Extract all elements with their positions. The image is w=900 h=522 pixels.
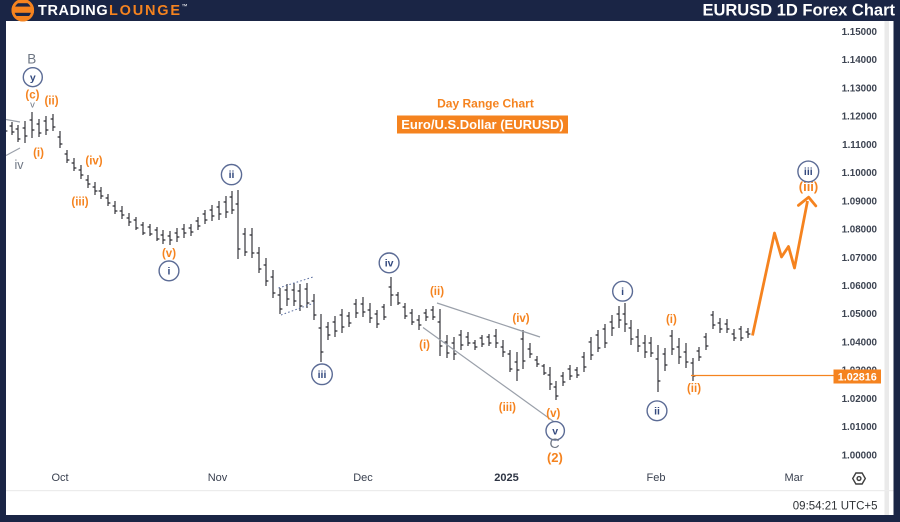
svg-text:1.14000: 1.14000 [842, 55, 878, 66]
svg-text:1.02000: 1.02000 [842, 394, 878, 405]
svg-text:Dec: Dec [353, 472, 373, 484]
svg-text:(2): (2) [547, 450, 563, 465]
svg-text:i: i [168, 266, 171, 278]
svg-text:1.09000: 1.09000 [842, 196, 878, 207]
svg-text:1.04000: 1.04000 [842, 338, 878, 349]
svg-text:(ii): (ii) [44, 95, 58, 107]
svg-text:Euro/U.S.Dollar (EURUSD): Euro/U.S.Dollar (EURUSD) [401, 117, 564, 132]
svg-text:iv: iv [385, 258, 394, 270]
svg-text:(iii): (iii) [71, 196, 88, 208]
svg-text:(iii): (iii) [499, 402, 516, 414]
svg-text:1.01000: 1.01000 [842, 422, 878, 433]
svg-text:1.08000: 1.08000 [842, 225, 878, 236]
svg-text:C: C [550, 435, 560, 451]
svg-text:iii: iii [804, 166, 813, 178]
svg-text:TRADING: TRADING [38, 3, 108, 19]
svg-text:iii: iii [318, 369, 327, 381]
svg-text:1.13000: 1.13000 [842, 83, 878, 94]
svg-text:1.11000: 1.11000 [842, 140, 877, 151]
svg-text:(i): (i) [33, 147, 44, 159]
svg-text:(iv): (iv) [85, 155, 102, 167]
svg-text:(ii): (ii) [430, 286, 444, 298]
svg-text:1.15000: 1.15000 [842, 27, 878, 38]
svg-text:(c): (c) [25, 90, 39, 102]
svg-text:2025: 2025 [494, 472, 518, 484]
svg-text:Nov: Nov [208, 472, 228, 484]
svg-text:1.12000: 1.12000 [842, 112, 878, 123]
svg-text:09:54:21 UTC+5: 09:54:21 UTC+5 [793, 501, 878, 513]
svg-text:i: i [621, 286, 624, 298]
svg-text:1.07000: 1.07000 [842, 253, 878, 264]
svg-text:(iii): (iii) [799, 179, 819, 194]
svg-text:1.00000: 1.00000 [842, 450, 878, 461]
svg-text:(ii): (ii) [687, 383, 701, 395]
svg-text:ii: ii [654, 405, 660, 417]
svg-text:EURUSD 1D Forex Chart: EURUSD 1D Forex Chart [702, 1, 895, 19]
svg-text:Day Range Chart: Day Range Chart [437, 96, 534, 110]
svg-text:1.05000: 1.05000 [842, 309, 878, 320]
svg-text:1.06000: 1.06000 [842, 281, 878, 292]
svg-text:™: ™ [182, 3, 188, 10]
svg-text:(i): (i) [666, 314, 677, 326]
svg-text:B: B [27, 51, 36, 66]
svg-text:y: y [30, 72, 36, 84]
svg-text:Feb: Feb [647, 472, 666, 484]
svg-text:v: v [30, 99, 35, 110]
svg-text:LOUNGE: LOUNGE [109, 3, 182, 19]
svg-text:(v): (v) [162, 248, 176, 260]
svg-text:v: v [552, 425, 558, 437]
svg-text:(i): (i) [419, 339, 430, 351]
svg-text:(iv): (iv) [512, 313, 529, 325]
svg-text:Mar: Mar [785, 472, 804, 484]
svg-text:Oct: Oct [51, 472, 68, 484]
svg-text:(v): (v) [546, 408, 560, 420]
svg-text:ii: ii [229, 169, 235, 181]
svg-text:1.02816: 1.02816 [838, 372, 877, 384]
svg-text:iv: iv [14, 158, 24, 172]
svg-text:1.10000: 1.10000 [842, 168, 878, 179]
